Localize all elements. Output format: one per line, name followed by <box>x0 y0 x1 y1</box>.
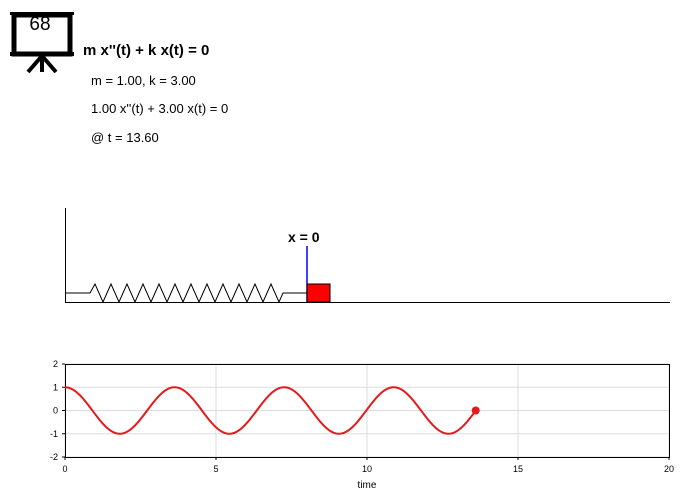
y-tick-label: 0 <box>53 406 58 416</box>
parameters-text: m = 1.00, k = 3.00 <box>91 73 196 88</box>
x-axis-label: time <box>358 480 377 491</box>
x-tick-label: 5 <box>213 464 218 474</box>
equation-title: m x''(t) + k x(t) = 0 <box>83 42 210 59</box>
spring-mass-animation <box>65 208 670 304</box>
plot-area-frame <box>65 364 670 458</box>
y-tick-label: -2 <box>50 452 58 462</box>
equilibrium-label: x = 0 <box>288 229 320 245</box>
y-tick-label: 1 <box>53 382 58 392</box>
time-readout: @ t = 13.60 <box>91 130 159 145</box>
mass-block <box>306 283 331 303</box>
x-tick-label: 10 <box>362 464 372 474</box>
y-tick-label: -1 <box>50 429 58 439</box>
slideshow-frame-icon <box>8 10 76 76</box>
numeric-equation-text: 1.00 x''(t) + 3.00 x(t) = 0 <box>91 101 229 116</box>
current-point-marker <box>471 406 480 415</box>
x-tick-label: 15 <box>513 464 523 474</box>
spring-coil <box>65 282 307 304</box>
frame-number: 68 <box>29 14 51 35</box>
series-line <box>64 386 477 435</box>
y-tick-label: 2 <box>53 359 58 369</box>
x-tick-label: 20 <box>664 464 674 474</box>
x-tick-label: 0 <box>62 464 67 474</box>
